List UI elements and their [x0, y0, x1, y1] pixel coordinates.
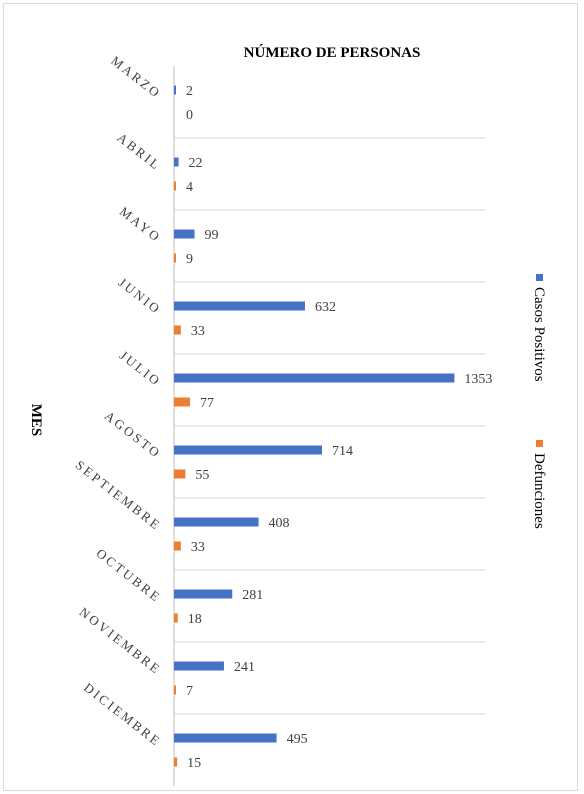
- bar-casos-positivos-septiembre: [174, 517, 259, 527]
- category-labels: MARZO ABRIL MAYO JUNIO JULIO AGOSTOSEPTIEMBRE…: [73, 53, 165, 749]
- data-label-casos-positivos-junio: 632: [315, 300, 336, 315]
- bar-defunciones-septiembre: [174, 541, 181, 551]
- bars: [174, 85, 455, 767]
- bar-defunciones-diciembre: [174, 757, 178, 767]
- bar-defunciones-julio: [174, 397, 190, 407]
- legend-label-defunciones: Defunciones: [531, 453, 547, 529]
- data-label-defunciones-agosto: 55: [195, 468, 209, 483]
- bar-casos-positivos-diciembre: [174, 733, 277, 743]
- data-labels: 2022499963233135377714554083328118241749…: [186, 84, 492, 771]
- bar-casos-positivos-octubre: [174, 589, 233, 599]
- data-label-casos-positivos-julio: 1353: [464, 372, 492, 387]
- data-label-casos-positivos-octubre: 281: [242, 588, 263, 603]
- bar-casos-positivos-abril: [174, 157, 179, 167]
- category-label-julio: JULIO: [117, 348, 165, 390]
- gridlines: [174, 137, 486, 715]
- category-label-mayo: MAYO: [117, 204, 164, 246]
- bar-casos-positivos-agosto: [174, 445, 322, 455]
- data-label-casos-positivos-mayo: 99: [205, 228, 219, 243]
- category-label-marzo: MARZO: [108, 53, 164, 101]
- legend-label-casos-positivos: Casos Positivos: [531, 287, 547, 382]
- bar-casos-positivos-mayo: [174, 229, 195, 239]
- data-label-casos-positivos-abril: 22: [189, 156, 203, 171]
- bar-casos-positivos-marzo: [174, 85, 176, 95]
- category-label-octubre: OCTUBRE: [94, 545, 165, 605]
- category-label-junio: JUNIO: [116, 275, 165, 318]
- data-label-defunciones-julio: 77: [200, 396, 214, 411]
- bar-defunciones-noviembre: [174, 685, 176, 695]
- data-label-defunciones-junio: 33: [191, 324, 205, 339]
- data-label-defunciones-abril: 4: [186, 180, 193, 195]
- data-label-defunciones-octubre: 18: [188, 612, 202, 627]
- bar-defunciones-octubre: [174, 613, 178, 623]
- data-label-casos-positivos-septiembre: 408: [269, 516, 290, 531]
- chart-title: NÚMERO DE PERSONAS: [244, 44, 421, 61]
- chart-frame: [3, 3, 578, 791]
- legend-swatch-defunciones: [536, 440, 543, 447]
- bar-defunciones-junio: [174, 325, 181, 335]
- legend-swatch-casos-positivos: [536, 274, 543, 281]
- data-label-defunciones-septiembre: 33: [191, 540, 205, 555]
- bar-casos-positivos-julio: [174, 373, 455, 383]
- bar-defunciones-abril: [174, 181, 176, 191]
- category-label-noviembre: NOVIEMBRE: [77, 604, 165, 677]
- data-label-defunciones-noviembre: 7: [186, 684, 193, 699]
- category-label-abril: ABRIL: [115, 130, 165, 174]
- bar-casos-positivos-noviembre: [174, 661, 224, 671]
- category-label-agosto: AGOSTO: [102, 408, 164, 461]
- y-axis-title: MES: [28, 404, 44, 437]
- data-label-defunciones-marzo: 0: [186, 108, 193, 123]
- data-label-defunciones-mayo: 9: [186, 252, 193, 267]
- data-label-casos-positivos-agosto: 714: [332, 444, 353, 459]
- data-label-casos-positivos-diciembre: 495: [287, 732, 308, 747]
- data-label-defunciones-diciembre: 15: [187, 756, 201, 771]
- bar-defunciones-agosto: [174, 469, 186, 479]
- data-label-casos-positivos-marzo: 2: [186, 84, 193, 99]
- category-label-diciembre: DICIEMBRE: [81, 680, 164, 750]
- category-label-septiembre: SEPTIEMBRE: [73, 457, 165, 533]
- bar-casos-positivos-junio: [174, 301, 305, 311]
- legend: Casos Positivos Defunciones: [531, 274, 547, 529]
- bar-defunciones-mayo: [174, 253, 176, 263]
- data-label-casos-positivos-noviembre: 241: [234, 660, 255, 675]
